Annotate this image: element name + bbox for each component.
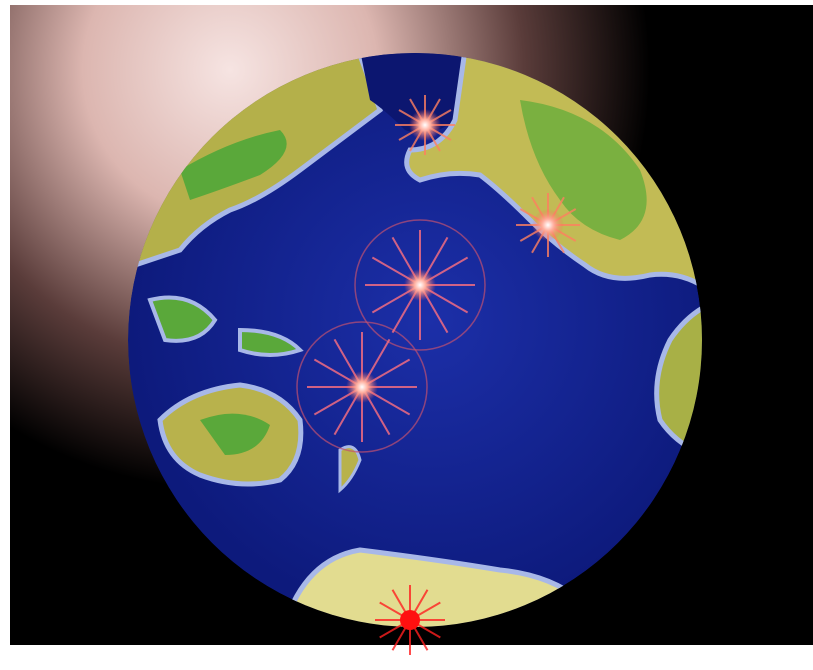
- burst-core: [404, 269, 436, 301]
- burst-core: [346, 371, 378, 403]
- island: [338, 445, 362, 494]
- burst-ring: [354, 219, 486, 351]
- starbursts: [296, 95, 580, 655]
- island: [147, 295, 218, 343]
- burst-core: [409, 109, 441, 141]
- burst-core: [400, 610, 420, 630]
- island: [238, 327, 304, 357]
- land-green: [180, 130, 287, 200]
- burst-core: [532, 209, 564, 241]
- land-green: [200, 413, 270, 455]
- arctic-sea: [360, 53, 470, 134]
- land-green: [520, 100, 647, 240]
- burst-ring: [296, 321, 428, 453]
